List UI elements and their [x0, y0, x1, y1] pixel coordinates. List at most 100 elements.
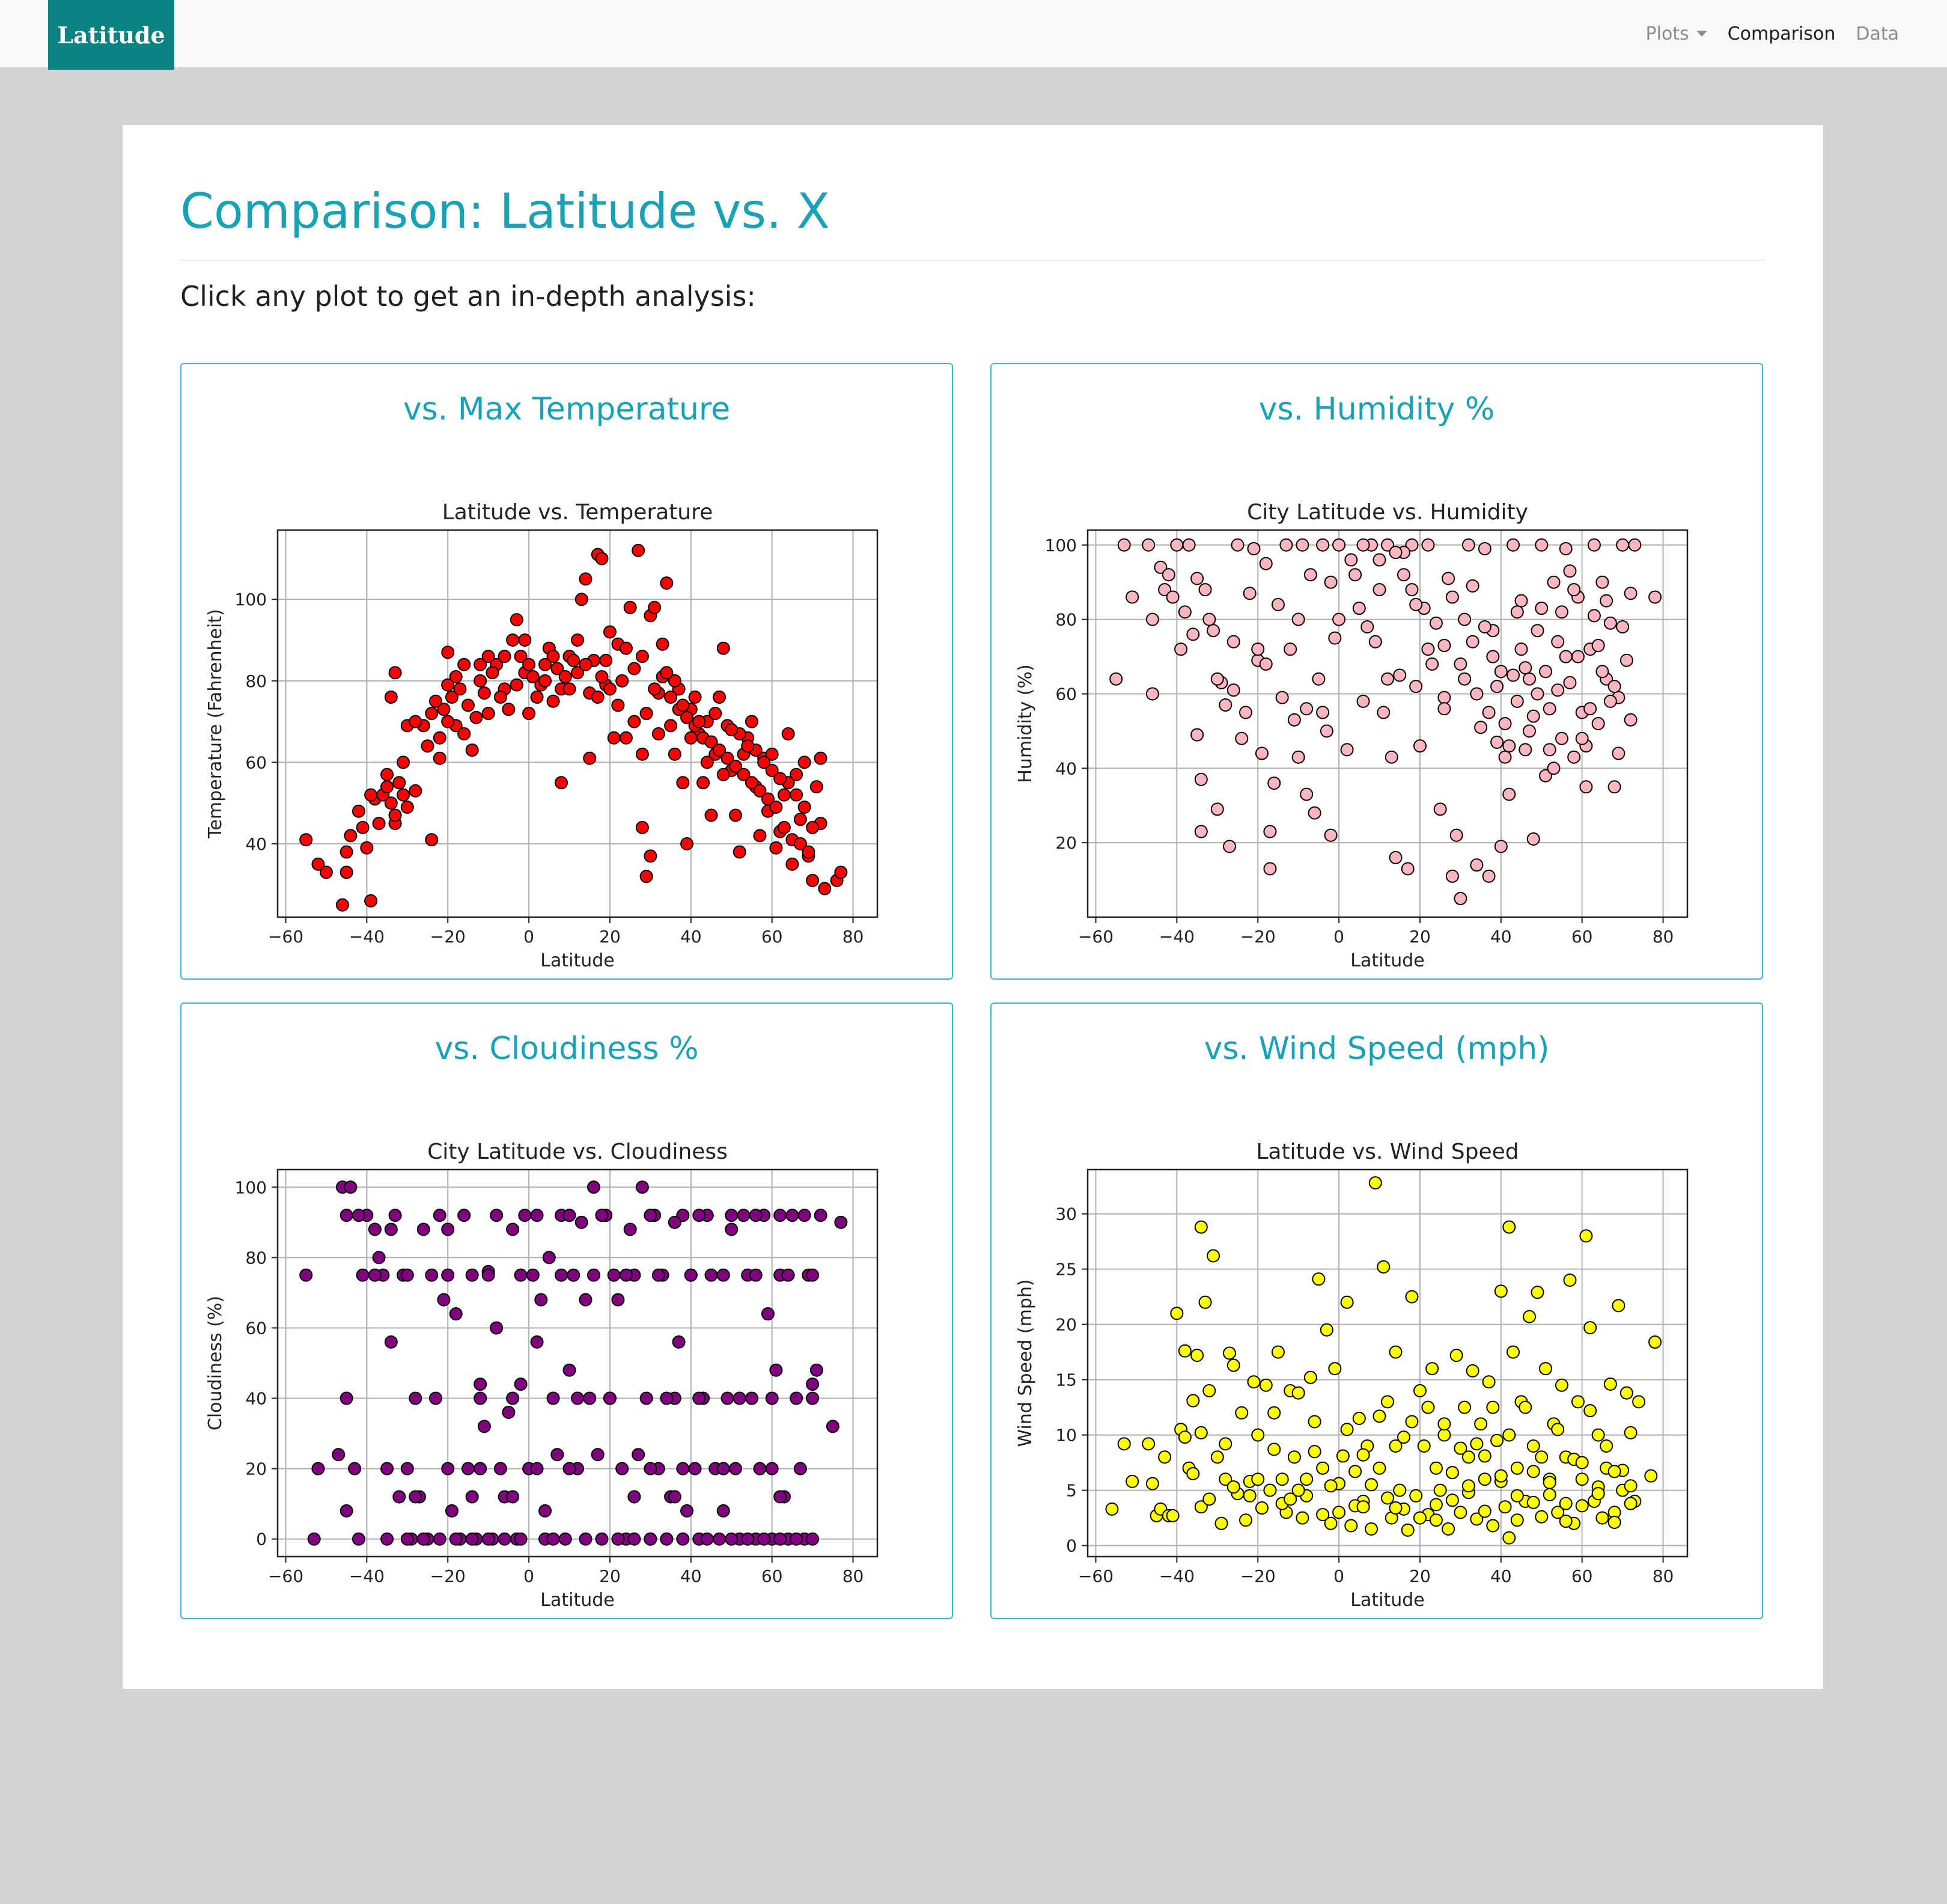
data-point [1352, 602, 1366, 615]
data-point [1219, 1472, 1232, 1486]
data-point [1624, 1497, 1638, 1510]
data-point [340, 865, 353, 879]
nav-comparison[interactable]: Comparison [1727, 23, 1836, 44]
data-point [340, 1391, 353, 1405]
data-point [1607, 680, 1621, 694]
data-point [1320, 724, 1333, 738]
y-tick-label: 60 [245, 752, 267, 772]
data-point [425, 1268, 439, 1282]
data-point [380, 1462, 394, 1475]
data-point [364, 894, 378, 908]
data-point [1154, 560, 1168, 574]
data-point [777, 820, 791, 834]
data-point [518, 1209, 532, 1222]
data-point [1255, 746, 1269, 760]
data-point [1514, 594, 1528, 608]
data-point [700, 755, 714, 769]
data-point [692, 1391, 706, 1405]
data-point [797, 755, 811, 769]
data-point [1421, 1400, 1435, 1414]
main-container: Comparison: Latitude vs. X Click any plo… [123, 125, 1823, 1689]
card-max-temperature[interactable]: vs. Max Temperature Latitude vs. Tempera… [180, 363, 953, 980]
data-point [607, 1268, 621, 1282]
data-point [1243, 1489, 1257, 1503]
data-point [1186, 1394, 1200, 1408]
data-point [1498, 717, 1512, 730]
data-point [1365, 1522, 1379, 1536]
data-point [1644, 1469, 1658, 1483]
data-point [360, 841, 374, 855]
data-point [1587, 609, 1601, 623]
data-point [745, 776, 758, 790]
data-point [538, 658, 552, 671]
temperature-scatter-chart[interactable]: Latitude vs. Temperature −60 −40 −20 0 20 40 60… [181, 364, 954, 981]
card-humidity[interactable]: vs. Humidity % City Latitude vs. Humidit… [990, 363, 1763, 980]
data-point [461, 1462, 475, 1475]
data-point [1291, 1386, 1305, 1400]
data-point [449, 1532, 463, 1546]
data-point [1547, 761, 1561, 775]
data-point [1328, 631, 1342, 645]
data-point [1356, 1448, 1370, 1462]
data-point [1510, 694, 1524, 708]
page-title: Comparison: Latitude vs. X [180, 183, 830, 239]
data-point [1470, 1512, 1484, 1526]
data-point [457, 727, 471, 740]
data-point [1591, 1428, 1605, 1442]
data-point [733, 1391, 746, 1405]
x-tick-label: 20 [599, 1566, 621, 1586]
data-point [1117, 538, 1131, 552]
data-point [1279, 538, 1293, 552]
data-point [676, 1462, 690, 1475]
data-point [583, 1391, 597, 1405]
data-point [474, 658, 487, 671]
card-cloudiness[interactable]: vs. Cloudiness % City Latitude vs. Cloud… [180, 1002, 953, 1619]
data-point [1194, 825, 1208, 838]
x-axis-label: Latitude [1350, 1590, 1424, 1611]
cloudiness-scatter-chart[interactable]: City Latitude vs. Cloudiness −60 −40 −20 0 20… [181, 1004, 954, 1620]
y-tick-label: 0 [1066, 1536, 1077, 1556]
data-point [1538, 1362, 1552, 1376]
data-point [1255, 1501, 1269, 1515]
data-point [1207, 1249, 1220, 1263]
plot-frame [1086, 1168, 1689, 1558]
data-point [1442, 1522, 1455, 1536]
data-point [1210, 672, 1224, 686]
data-point [340, 845, 353, 859]
data-point [1523, 672, 1537, 686]
data-point [668, 1215, 681, 1229]
data-point [1454, 892, 1467, 906]
nav-plots-dropdown[interactable]: Plots [1646, 23, 1707, 44]
data-point [1624, 1479, 1638, 1493]
data-point [1186, 627, 1200, 641]
data-point [1526, 1465, 1540, 1478]
brand-logo[interactable]: Latitude [48, 0, 174, 70]
data-point [716, 767, 730, 781]
data-point [814, 1209, 827, 1222]
data-point [433, 751, 446, 765]
data-point [1526, 832, 1540, 846]
data-point [1478, 620, 1491, 633]
data-point [1478, 542, 1491, 555]
humidity-scatter-chart[interactable]: City Latitude vs. Humidity −60 −40 −20 0 20 40… [992, 364, 1764, 981]
data-point [1607, 780, 1621, 794]
data-point [433, 1532, 446, 1546]
data-point [465, 1490, 479, 1504]
data-point [599, 653, 613, 667]
y-axis-label: Humidity (%) [1015, 664, 1036, 783]
data-point [635, 1180, 649, 1194]
data-point [1433, 802, 1447, 816]
wind-speed-scatter-chart[interactable]: Latitude vs. Wind Speed −60 −40 −20 0 20 40 60 8… [992, 1004, 1764, 1620]
data-point [388, 808, 402, 822]
data-point [449, 1307, 463, 1321]
data-point [761, 792, 775, 806]
data-point [579, 658, 593, 671]
data-point [1571, 1395, 1585, 1409]
nav-data[interactable]: Data [1856, 23, 1899, 44]
navbar: Latitude Plots Comparison Data [0, 0, 1947, 70]
x-tick-label: 80 [1653, 1566, 1674, 1586]
data-point [1296, 1511, 1309, 1525]
data-point [530, 1335, 544, 1349]
data-point [1624, 587, 1638, 600]
card-wind-speed[interactable]: vs. Wind Speed (mph) Latitude vs. Wind S… [990, 1002, 1763, 1619]
